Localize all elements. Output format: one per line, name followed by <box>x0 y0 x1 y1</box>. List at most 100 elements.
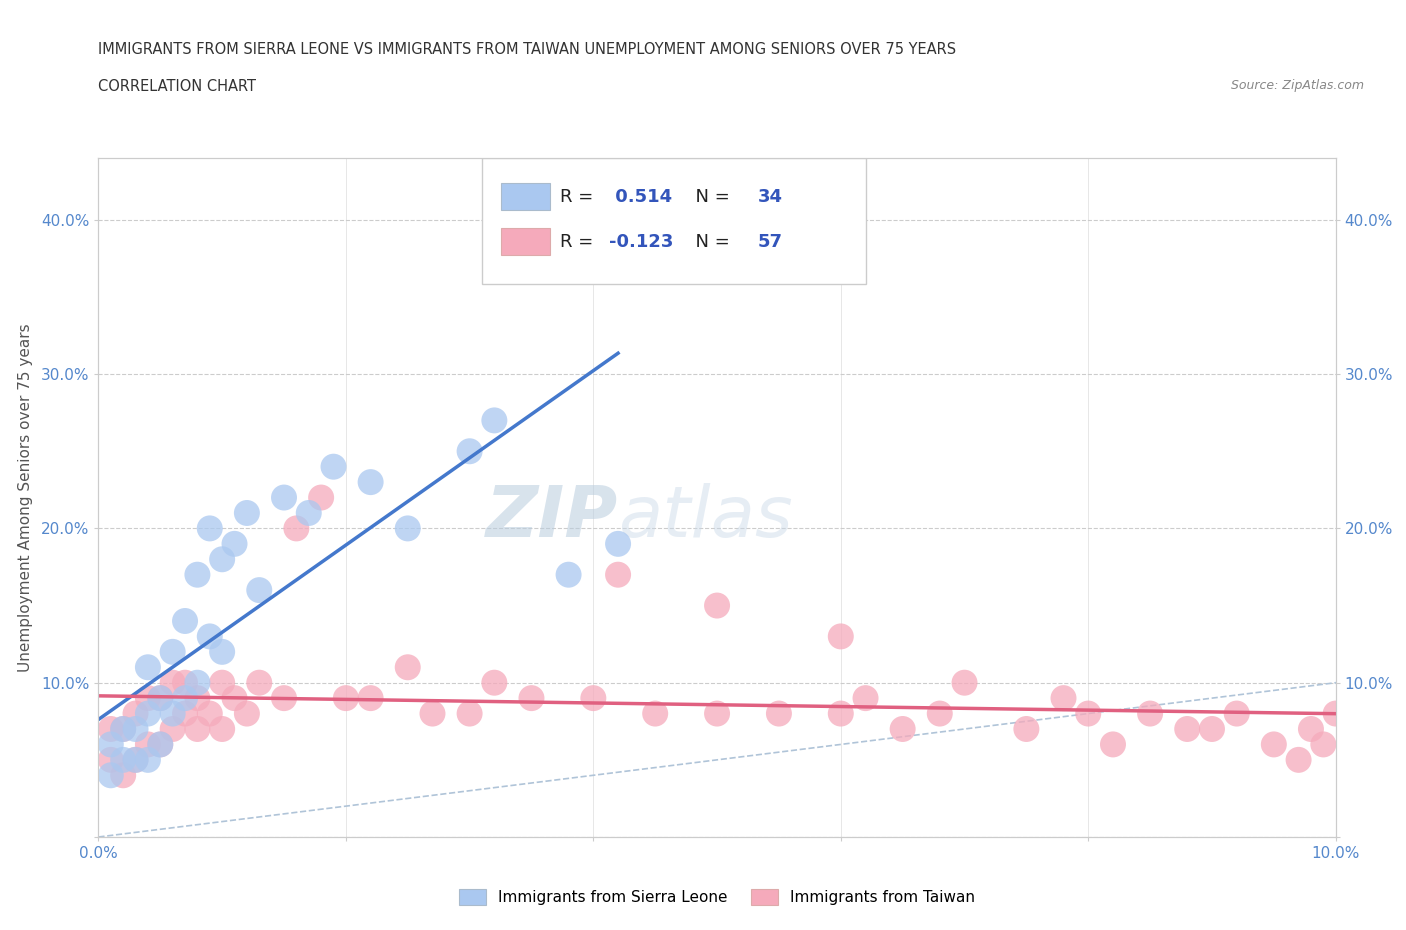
Point <box>582 181 605 196</box>
Point <box>953 675 976 690</box>
Point <box>211 644 233 659</box>
Point <box>198 521 221 536</box>
Point <box>198 706 221 721</box>
Point <box>1312 737 1334 751</box>
Point <box>396 660 419 675</box>
Point <box>335 691 357 706</box>
Point <box>124 706 146 721</box>
Point <box>124 752 146 767</box>
Point <box>174 706 197 721</box>
Point <box>484 675 506 690</box>
Text: atlas: atlas <box>619 484 793 552</box>
Text: Source: ZipAtlas.com: Source: ZipAtlas.com <box>1230 79 1364 92</box>
Point <box>186 691 208 706</box>
Point <box>582 691 605 706</box>
Point <box>1201 722 1223 737</box>
Point <box>1015 722 1038 737</box>
Point <box>1226 706 1249 721</box>
Point <box>100 752 122 767</box>
Point <box>124 722 146 737</box>
Point <box>1299 722 1322 737</box>
Point <box>830 629 852 644</box>
Point <box>186 567 208 582</box>
Point <box>211 551 233 566</box>
Text: IMMIGRANTS FROM SIERRA LEONE VS IMMIGRANTS FROM TAIWAN UNEMPLOYMENT AMONG SENIOR: IMMIGRANTS FROM SIERRA LEONE VS IMMIGRAN… <box>98 42 956 57</box>
Point <box>1077 706 1099 721</box>
Point <box>136 691 159 706</box>
Point <box>149 691 172 706</box>
Point <box>285 521 308 536</box>
Point <box>211 675 233 690</box>
Point <box>1102 737 1125 751</box>
Text: 57: 57 <box>758 232 783 250</box>
Point <box>458 444 481 458</box>
Point <box>1324 706 1347 721</box>
Point <box>174 614 197 629</box>
Point <box>100 722 122 737</box>
Point <box>174 691 197 706</box>
FancyBboxPatch shape <box>501 228 550 255</box>
Point <box>520 691 543 706</box>
Point <box>855 691 877 706</box>
Point <box>1288 752 1310 767</box>
Point <box>706 706 728 721</box>
Point <box>100 737 122 751</box>
Text: R =: R = <box>560 232 599 250</box>
Point <box>1139 706 1161 721</box>
Point <box>112 768 135 783</box>
Text: 34: 34 <box>758 188 783 206</box>
Point <box>706 598 728 613</box>
Point <box>247 583 270 598</box>
Text: -0.123: -0.123 <box>609 232 673 250</box>
Text: N =: N = <box>683 232 735 250</box>
Text: ZIP: ZIP <box>486 484 619 552</box>
Point <box>112 722 135 737</box>
Point <box>224 691 246 706</box>
Point <box>891 722 914 737</box>
Point <box>136 660 159 675</box>
Text: 0.514: 0.514 <box>609 188 672 206</box>
Point <box>360 474 382 489</box>
Point <box>768 706 790 721</box>
Point <box>112 722 135 737</box>
Point <box>186 675 208 690</box>
Text: R =: R = <box>560 188 599 206</box>
Point <box>607 537 630 551</box>
Point <box>149 691 172 706</box>
Y-axis label: Unemployment Among Seniors over 75 years: Unemployment Among Seniors over 75 years <box>17 324 32 671</box>
Point <box>186 722 208 737</box>
Point <box>136 706 159 721</box>
Point <box>112 752 135 767</box>
Point <box>162 644 184 659</box>
Point <box>236 506 259 521</box>
Point <box>236 706 259 721</box>
Point <box>174 675 197 690</box>
Point <box>162 706 184 721</box>
Point <box>162 722 184 737</box>
Text: N =: N = <box>683 188 735 206</box>
Point <box>149 737 172 751</box>
Point <box>211 722 233 737</box>
Point <box>396 521 419 536</box>
Point <box>273 490 295 505</box>
Point <box>1052 691 1074 706</box>
Point <box>162 675 184 690</box>
FancyBboxPatch shape <box>501 183 550 210</box>
Text: CORRELATION CHART: CORRELATION CHART <box>98 79 256 94</box>
Legend: Immigrants from Sierra Leone, Immigrants from Taiwan: Immigrants from Sierra Leone, Immigrants… <box>451 882 983 913</box>
Point <box>557 567 579 582</box>
Point <box>322 459 344 474</box>
Point <box>484 413 506 428</box>
Point <box>298 506 321 521</box>
Point <box>149 737 172 751</box>
Point <box>309 490 332 505</box>
Point <box>422 706 444 721</box>
Point <box>198 629 221 644</box>
Point <box>644 706 666 721</box>
Point <box>458 706 481 721</box>
Point <box>124 752 146 767</box>
Point <box>136 737 159 751</box>
Point <box>830 706 852 721</box>
FancyBboxPatch shape <box>482 158 866 284</box>
Point <box>273 691 295 706</box>
